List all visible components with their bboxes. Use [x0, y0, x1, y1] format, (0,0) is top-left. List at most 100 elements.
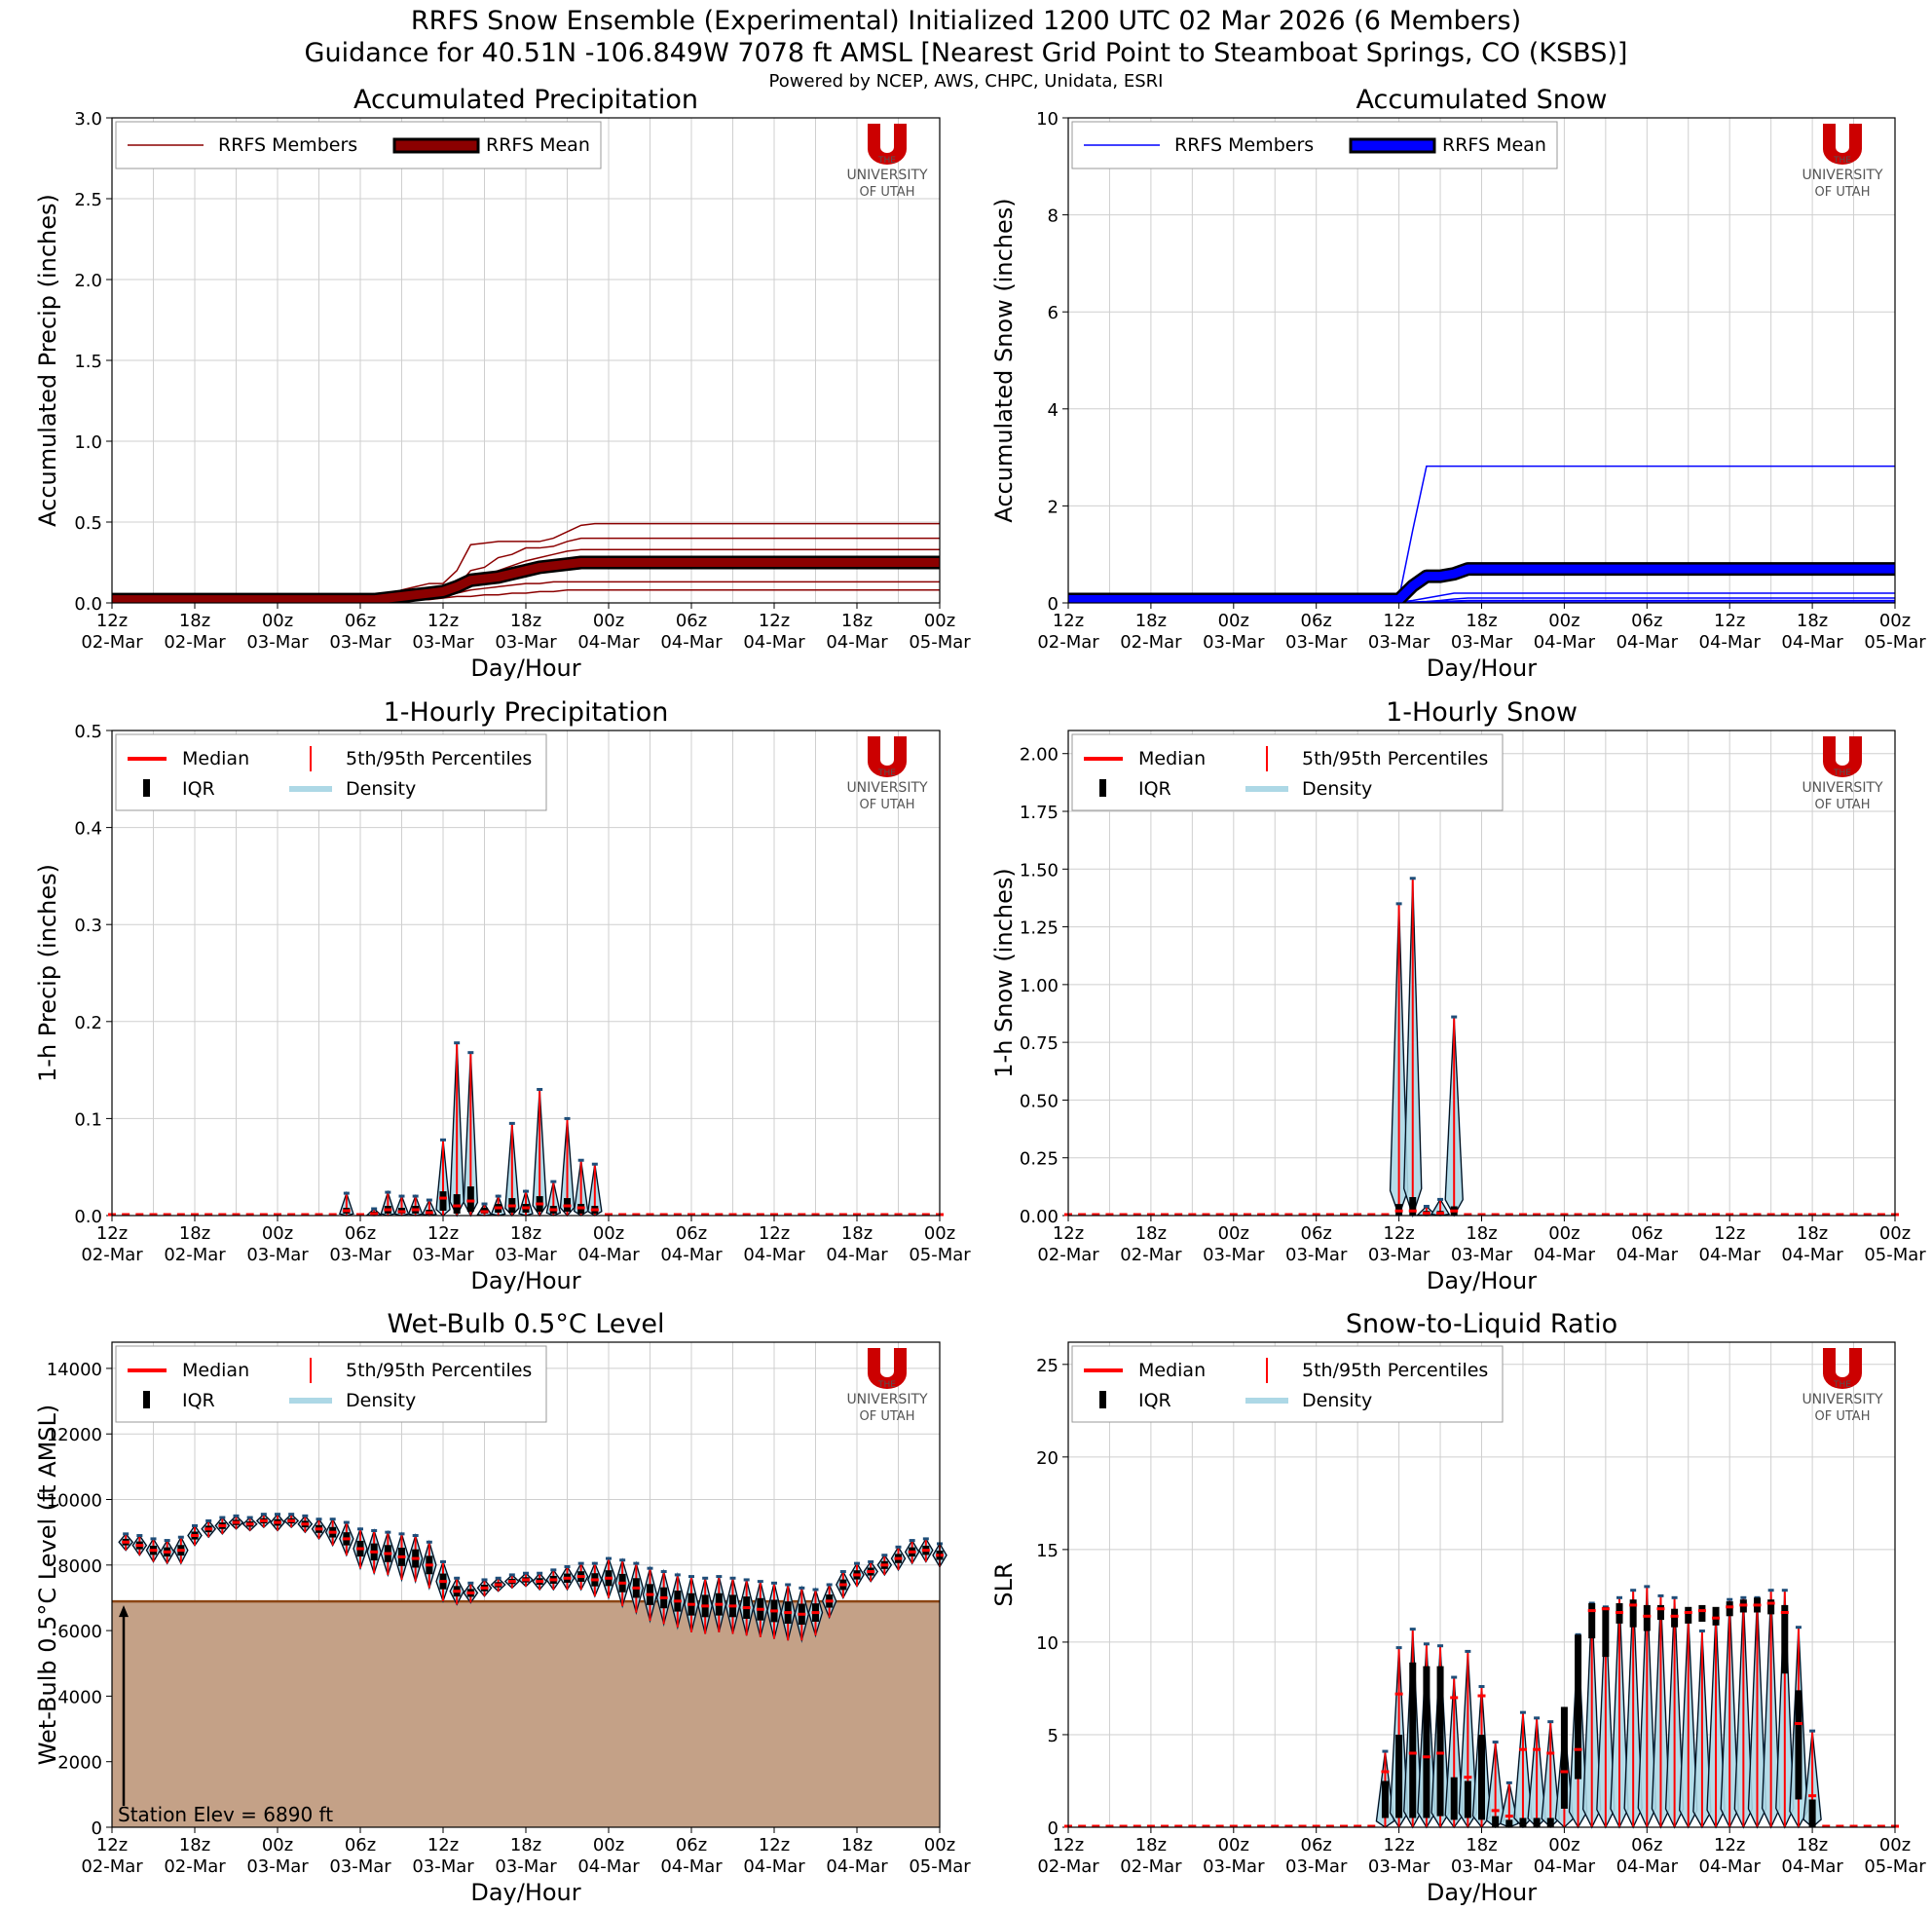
x-tick-label-day: 04-Mar [826, 1856, 888, 1877]
x-tick-label-day: 03-Mar [329, 1856, 391, 1877]
x-tick-label-day: 04-Mar [577, 1245, 640, 1265]
violin-outline [601, 1556, 616, 1599]
x-tick-label-day: 04-Mar [1699, 632, 1762, 653]
x-axis-label: Day/Hour [1427, 1879, 1537, 1906]
iqr-box [1588, 1603, 1596, 1639]
x-tick-label-hour: 12z [1383, 1223, 1414, 1244]
x-tick-label-day: 04-Mar [660, 632, 723, 653]
y-tick-label: 20 [1036, 1448, 1059, 1469]
x-tick-label-hour: 06z [1631, 1835, 1662, 1855]
iqr-box [466, 1186, 474, 1213]
x-tick-label-hour: 12z [1053, 611, 1084, 631]
x-tick-label-day: 05-Mar [1864, 1245, 1926, 1265]
x-tick-label-day: 05-Mar [909, 632, 971, 653]
x-axis-label: Day/Hour [1427, 655, 1537, 682]
violin-outline [146, 1538, 161, 1563]
x-tick-label-hour: 00z [1879, 1223, 1911, 1244]
x-tick-label-day: 03-Mar [1368, 1856, 1430, 1877]
y-axis-label: 1-h Snow (inches) [990, 868, 1018, 1077]
legend-iqr-swatch [143, 779, 150, 797]
x-tick-label-day: 02-Mar [1120, 1856, 1182, 1877]
legend-members-label: RRFS Members [1174, 134, 1314, 156]
y-tick-label: 2.0 [74, 271, 102, 291]
mean-line [1068, 564, 1895, 603]
x-tick-label-hour: 00z [262, 1835, 293, 1855]
university-of-utah-u-icon [868, 1348, 907, 1389]
x-tick-label-day: 04-Mar [1616, 1245, 1679, 1265]
x-tick-label-hour: 00z [1218, 611, 1249, 631]
iqr-box [1795, 1690, 1802, 1800]
logo-university: UNIVERSITY [1802, 1392, 1883, 1407]
iqr-box [1560, 1706, 1568, 1809]
x-tick-label-day: 04-Mar [1534, 632, 1596, 653]
x-tick-label-day: 04-Mar [743, 1856, 805, 1877]
x-tick-label-hour: 06z [1631, 611, 1662, 631]
x-tick-label-hour: 00z [1548, 611, 1579, 631]
y-tick-label: 4000 [57, 1687, 102, 1707]
chart-title: Snow-to-Liquid Ratio [1346, 1309, 1617, 1339]
y-tick-label: 0.4 [74, 819, 102, 840]
x-tick-label-hour: 00z [1218, 1835, 1249, 1855]
y-tick-label: 8 [1048, 206, 1059, 227]
iqr-box [1519, 1817, 1527, 1827]
x-tick-label-hour: 12z [1383, 611, 1414, 631]
x-tick-label-day: 02-Mar [164, 1245, 226, 1265]
x-tick-label-hour: 18z [510, 1835, 541, 1855]
logo-of-utah: OF UTAH [1815, 1409, 1871, 1424]
violin-outline [118, 1533, 133, 1552]
panel-wetbulb: 0200040006000800010000120001400012z02-Ma… [34, 1309, 971, 1906]
station-elevation-label: Station Elev = 6890 ft [118, 1803, 333, 1826]
logo-the: THE [877, 156, 896, 166]
x-tick-label-day: 03-Mar [1451, 1245, 1513, 1265]
violin-outline [339, 1521, 354, 1556]
y-tick-label: 0.5 [74, 513, 102, 534]
x-tick-label-hour: 12z [427, 1223, 459, 1244]
y-tick-label: 1.00 [1020, 976, 1059, 996]
y-tick-label: 2.00 [1020, 745, 1059, 766]
x-tick-label-day: 03-Mar [412, 1856, 474, 1877]
iqr-box [1464, 1780, 1471, 1818]
y-tick-label: 10000 [47, 1491, 102, 1512]
x-tick-label-day: 03-Mar [412, 632, 474, 653]
y-tick-label: 2000 [57, 1753, 102, 1774]
x-tick-label-hour: 06z [676, 1835, 707, 1855]
legend-percentile-label: 5th/95th Percentiles [1302, 748, 1488, 769]
y-axis-label: 1-h Precip (inches) [34, 864, 61, 1082]
x-tick-label-day: 03-Mar [495, 1245, 557, 1265]
y-tick-label: 25 [1036, 1356, 1059, 1376]
violin-outline [476, 1579, 493, 1597]
x-tick-label-day: 03-Mar [1203, 1856, 1265, 1877]
iqr-box [1767, 1599, 1775, 1615]
chart-panels: 0.00.51.01.52.02.53.012z02-Mar18z02-Mar0… [34, 85, 1926, 1906]
logo-university: UNIVERSITY [846, 780, 928, 796]
legend-percentile-label: 5th/95th Percentiles [346, 1360, 532, 1381]
x-tick-label-hour: 00z [1548, 1835, 1579, 1855]
violin-outline [753, 1581, 768, 1637]
x-tick-label-day: 03-Mar [246, 1856, 309, 1877]
x-tick-label-hour: 18z [179, 611, 210, 631]
x-tick-label-day: 04-Mar [660, 1856, 723, 1877]
x-tick-label-hour: 06z [1301, 611, 1332, 631]
x-tick-label-day: 03-Mar [412, 1245, 474, 1265]
y-tick-label: 0.1 [74, 1109, 102, 1130]
x-tick-label-hour: 00z [1879, 1835, 1911, 1855]
legend-median-label: Median [182, 748, 249, 769]
x-axis-label: Day/Hour [1427, 1267, 1537, 1294]
violin-outline [863, 1560, 878, 1583]
violin-outline [836, 1570, 851, 1599]
x-tick-label-hour: 06z [1301, 1223, 1332, 1244]
plot-frame [1067, 117, 1896, 604]
x-tick-label-hour: 06z [345, 611, 376, 631]
x-tick-label-hour: 18z [1797, 611, 1828, 631]
x-tick-label-hour: 00z [593, 1223, 624, 1244]
legend-density-label: Density [1302, 1390, 1372, 1411]
plot-frame [1067, 730, 1896, 1217]
legend-mean-swatch [1349, 137, 1436, 154]
x-tick-label-hour: 18z [1135, 611, 1167, 631]
violin-outline [876, 1555, 892, 1576]
x-tick-label-day: 04-Mar [1534, 1856, 1596, 1877]
x-tick-label-day: 02-Mar [81, 632, 143, 653]
violin-outline [201, 1519, 216, 1538]
legend-density-label: Density [346, 778, 416, 800]
y-axis-label: Wet-Bulb 0.5°C Level (ft AMSL) [34, 1405, 61, 1766]
